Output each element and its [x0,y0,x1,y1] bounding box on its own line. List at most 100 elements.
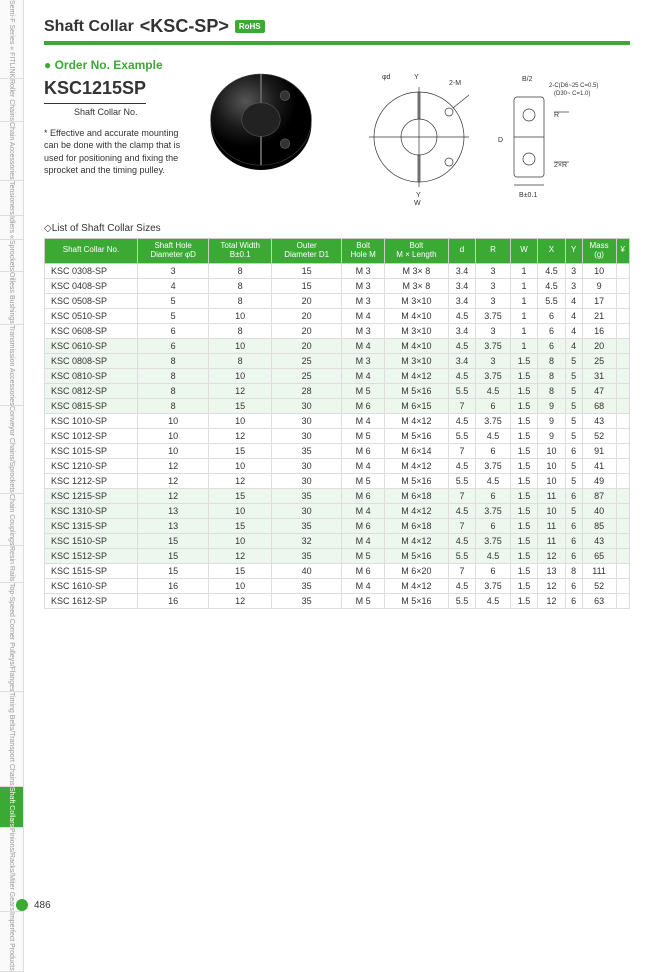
table-cell: 43 [582,533,616,548]
svg-text:B/2: B/2 [522,76,533,83]
table-cell: 3.4 [448,263,475,278]
sidebar-tab[interactable]: Idlers « [0,216,24,240]
table-cell: 65 [582,548,616,563]
sidebar-tab[interactable]: Chain Accessories [0,122,24,181]
table-cell: 1 [510,293,537,308]
table-cell: 6 [565,488,582,503]
table-cell: 1.5 [510,428,537,443]
table-cell: 4 [565,308,582,323]
table-cell: KSC 1010-SP [45,413,138,428]
table-cell: 4.5 [476,383,511,398]
table-cell: 13 [538,563,565,578]
table-cell: M 4 [342,338,385,353]
table-cell: 25 [272,368,342,383]
svg-text:2-M: 2-M [449,80,461,87]
table-cell: 6 [565,593,582,608]
table-cell: M 6×18 [385,518,449,533]
svg-text:Y: Y [414,74,419,81]
table-cell: 6 [137,338,208,353]
table-cell: 68 [582,398,616,413]
sidebar-tab[interactable]: Semi-F Series « FITLINK [0,0,24,79]
sidebar-tab[interactable]: Top-Speed Corner Pulleys/Flanges [0,583,24,693]
table-cell: 3.75 [476,308,511,323]
sidebar-tab[interactable]: Chain Couplings [0,494,24,546]
sidebar-tab[interactable]: Oilless Bushings [0,272,24,325]
sidebar-tab[interactable]: Sprockets [0,240,24,272]
svg-text:W: W [414,200,421,207]
table-cell: 20 [582,338,616,353]
table-cell: M 4×12 [385,458,449,473]
table-cell: 4 [565,293,582,308]
table-cell: 5 [565,368,582,383]
sidebar-tab[interactable]: Conveyor Chains/Sprockets [0,406,24,494]
footer-dot-icon [16,899,28,911]
table-cell: 3 [476,353,511,368]
table-cell: 10 [538,503,565,518]
table-cell: KSC 1515-SP [45,563,138,578]
table-cell [616,308,629,323]
table-cell: 3 [476,323,511,338]
table-cell: 8 [565,563,582,578]
table-cell: 1.5 [510,353,537,368]
table-cell: 5.5 [448,593,475,608]
table-cell: 1.5 [510,518,537,533]
table-cell: 12 [538,593,565,608]
table-cell: 6 [476,488,511,503]
table-cell: 1.5 [510,593,537,608]
table-cell: 3.4 [448,353,475,368]
svg-text:2×R: 2×R [554,162,567,169]
table-cell: 10 [137,443,208,458]
sidebar-tab[interactable]: Imperfect Products [0,912,24,972]
table-cell: 9 [538,413,565,428]
table-cell: 3.4 [448,293,475,308]
table-cell: 7 [448,398,475,413]
table-cell: 5.5 [448,383,475,398]
drawing-svg: φd Y 2-M W Y B/2 2-C(D6~25 C=0.5)(D30~ C… [354,57,614,207]
table-cell: 11 [538,533,565,548]
table-cell: M 3 [342,278,385,293]
technical-drawing: φd Y 2-M W Y B/2 2-C(D6~25 C=0.5)(D30~ C… [338,57,630,207]
table-row: KSC 0510-SP51020M 4M 4×104.53.7516421 [45,308,630,323]
table-cell: 5 [137,293,208,308]
sidebar-tab[interactable]: Timing Belts/Transport Chains [0,692,24,787]
table-row: KSC 1215-SP121535M 6M 6×18761.511687 [45,488,630,503]
table-cell: KSC 0808-SP [45,353,138,368]
category-sidebar: Semi-F Series « FITLINKRoller ChainsChai… [0,0,24,860]
table-cell: M 3× 8 [385,278,449,293]
table-cell: 30 [272,428,342,443]
table-cell: 1.5 [510,443,537,458]
table-cell: 4 [137,278,208,293]
sidebar-tab[interactable]: Resin Rails [0,546,24,582]
table-cell: KSC 1015-SP [45,443,138,458]
table-cell: KSC 0810-SP [45,368,138,383]
sidebar-tab[interactable]: Roller Chains [0,79,24,122]
table-cell: 1.5 [510,398,537,413]
table-cell: 4.5 [448,578,475,593]
table-cell [616,458,629,473]
table-cell: 4.5 [538,278,565,293]
table-cell: 6 [476,518,511,533]
order-column: Order No. Example KSC1215SP Shaft Collar… [44,57,184,207]
table-cell: 8 [209,278,272,293]
table-cell: 11 [538,488,565,503]
table-cell: M 6 [342,398,385,413]
table-cell: 9 [538,398,565,413]
table-cell: 4.5 [476,593,511,608]
sidebar-tab[interactable]: Shaft Collars [0,787,24,828]
table-cell: M 4×12 [385,413,449,428]
table-cell: 6 [565,443,582,458]
sidebar-tab[interactable]: Tensioners [0,181,24,216]
table-cell: 8 [137,353,208,368]
table-cell: 1.5 [510,473,537,488]
table-cell: 52 [582,428,616,443]
table-cell: 35 [272,593,342,608]
table-cell: 15 [209,563,272,578]
table-cell: 5.5 [448,548,475,563]
table-cell: 1.5 [510,368,537,383]
table-row: KSC 1010-SP101030M 4M 4×124.53.751.59543 [45,413,630,428]
sidebar-tab[interactable]: Transmission Accessories [0,325,24,407]
table-cell: 8 [137,383,208,398]
table-cell [616,278,629,293]
table-cell: M 6 [342,443,385,458]
table-cell [616,368,629,383]
